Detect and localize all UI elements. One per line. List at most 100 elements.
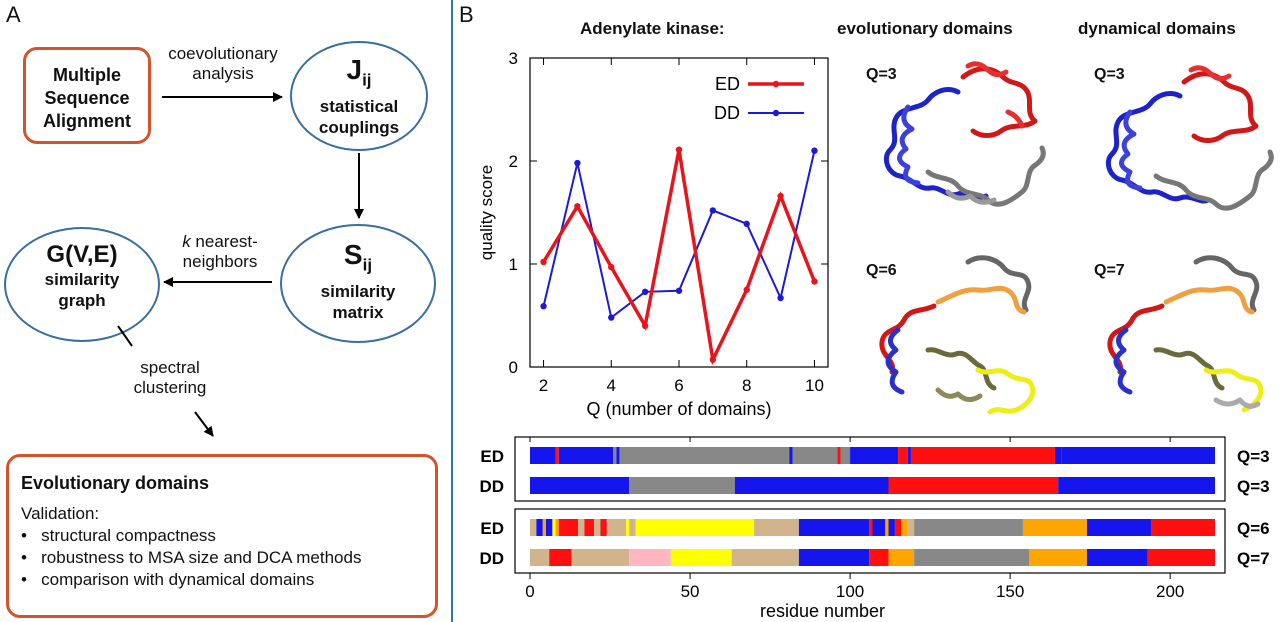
domain-segment <box>1150 519 1215 536</box>
domain-segment <box>600 519 607 536</box>
domain-segment <box>702 549 732 566</box>
legend-marker-ed <box>772 80 780 88</box>
row-label-ed: ED <box>480 519 504 538</box>
q-label-evo-top: Q=3 <box>866 66 897 83</box>
x-tick-label: 8 <box>742 376 751 395</box>
row-q-label: Q=3 <box>1237 447 1270 466</box>
domain-segment <box>558 447 614 464</box>
domain-segment <box>530 549 550 566</box>
coevo-line-1: coevolutionary <box>168 44 278 63</box>
x-tick-label: 200 <box>1156 582 1184 601</box>
domain-segment <box>552 519 556 536</box>
domain-group-frame <box>514 436 1226 502</box>
domain-segment <box>1086 549 1148 566</box>
domain-segment <box>910 447 1055 464</box>
domain-segment <box>616 447 620 464</box>
legend-label-dd: DD <box>714 103 740 123</box>
domain-segment <box>869 549 889 566</box>
evolutionary-domains-box: Evolutionary domains Validation: • struc… <box>6 454 438 618</box>
domain-segment <box>629 549 671 566</box>
domain-segment <box>606 519 627 536</box>
protein-title: Adenylate kinase: <box>580 19 725 38</box>
domain-segment <box>530 519 537 536</box>
data-point-ed <box>574 203 581 210</box>
domain-segment <box>536 519 543 536</box>
domain-segment <box>840 447 851 464</box>
domain-segment <box>792 447 838 464</box>
domain-segment <box>914 519 1023 536</box>
domain-segment <box>888 477 1059 494</box>
domain-bars-chart: ED Q=3 DD Q=3 ED Q=6 DD Q=7 0 50 100 150 200 residue … <box>479 436 1270 621</box>
validation-label: Validation: <box>21 504 100 523</box>
quality-score-chart: 0 1 2 3 2 4 6 8 10 Q (number of domains) quality s… <box>477 49 829 419</box>
sij-symbol: Sij <box>343 239 373 275</box>
panel-a-arrows <box>117 92 364 437</box>
domain-segment <box>907 447 911 464</box>
domain-segment <box>907 519 915 536</box>
domain-segment <box>888 549 915 566</box>
domain-segment <box>789 447 793 464</box>
domain-segment <box>872 519 886 536</box>
domain-segment <box>635 519 755 536</box>
structure-dyn-q3 <box>1105 65 1274 211</box>
graph-symbol: G(V,E) <box>46 241 118 268</box>
x-tick-label: 100 <box>836 582 864 601</box>
knn-text-1: nearest- <box>190 232 258 251</box>
domain-segment <box>885 519 889 536</box>
q-label-dyn-bottom: Q=7 <box>1094 262 1125 279</box>
structure-dyn-q7 <box>1107 255 1264 413</box>
data-point-ed <box>608 263 615 271</box>
data-point-dd <box>574 159 581 167</box>
domain-segment <box>901 519 908 536</box>
domain-segment <box>571 549 630 566</box>
data-point-ed <box>641 322 649 329</box>
evo-title: Evolutionary domains <box>21 473 210 493</box>
y-tick-label: 0 <box>509 358 518 377</box>
row-label-dd: DD <box>479 549 504 568</box>
domain-segment <box>626 519 630 536</box>
x-tick-label: 4 <box>607 376 616 395</box>
legend-label-ed: ED <box>715 74 740 94</box>
data-point-ed <box>811 278 818 285</box>
data-point-ed <box>743 286 750 293</box>
domain-segment <box>731 549 799 566</box>
msa-box: Multiple Sequence Alignment <box>23 47 151 144</box>
spectral-line-2: clustering <box>133 378 207 397</box>
row-q-label: Q=3 <box>1237 477 1270 496</box>
y-tick-label: 1 <box>509 255 518 274</box>
q-label-dyn-top: Q=3 <box>1094 66 1125 83</box>
coevo-line-2: analysis <box>192 64 254 83</box>
panel-b-label: B <box>459 2 474 27</box>
domain-segment <box>894 519 902 536</box>
domain-segment <box>1147 549 1215 566</box>
structure-evo-q6 <box>879 255 1036 415</box>
header-dynamical: dynamical domains <box>1078 19 1236 38</box>
row-q-label: Q=7 <box>1237 549 1270 568</box>
domain-segment <box>613 447 617 464</box>
domain-segment <box>594 519 601 536</box>
arrow-spectral-to-evo <box>194 411 214 437</box>
domain-segment <box>888 519 895 536</box>
y-tick-label: 3 <box>509 49 518 68</box>
data-point-ed <box>777 192 784 200</box>
x-tick-label: 150 <box>996 582 1024 601</box>
data-point-dd <box>743 220 750 228</box>
domain-segment <box>798 549 870 566</box>
knn-text-2: neighbors <box>182 252 258 271</box>
y-tick-label: 2 <box>509 152 518 171</box>
domain-segment <box>1086 519 1151 536</box>
domain-segment <box>1022 519 1087 536</box>
domain-segment <box>914 549 1030 566</box>
x-tick-label: 6 <box>674 376 683 395</box>
domain-segment <box>584 519 595 536</box>
graph-text: similarity graph <box>44 270 120 310</box>
domain-segment <box>898 447 908 464</box>
domain-segment <box>754 519 799 536</box>
data-point-dd <box>608 314 615 321</box>
x-axis-label: residue number <box>760 601 885 621</box>
panel-divider <box>451 0 453 622</box>
header-evolutionary: evolutionary domains <box>837 19 1013 38</box>
row-label-ed: ED <box>480 447 504 466</box>
domain-segment <box>1058 477 1215 494</box>
line-graph-to-spectral <box>117 325 133 347</box>
